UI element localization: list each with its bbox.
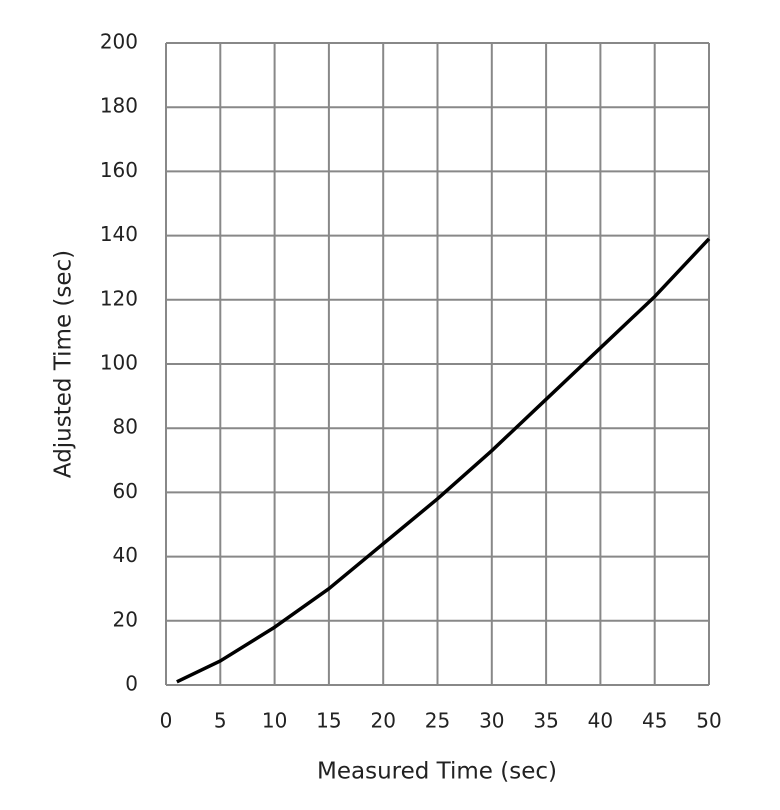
- x-tick-label: 50: [696, 709, 721, 733]
- y-tick-label: 80: [113, 415, 138, 439]
- y-tick-label: 40: [113, 543, 138, 567]
- y-tick-label: 140: [100, 222, 138, 246]
- x-tick-label: 15: [316, 709, 341, 733]
- x-tick-label: 30: [479, 709, 504, 733]
- x-tick-label: 20: [370, 709, 395, 733]
- y-tick-label: 200: [100, 30, 138, 54]
- data-line: [176, 237, 711, 684]
- y-tick-label: 60: [113, 479, 138, 503]
- y-tick-label: 160: [100, 158, 138, 182]
- x-tick-label: 35: [533, 709, 558, 733]
- x-tick-label: 45: [642, 709, 667, 733]
- y-tick-label: 0: [125, 672, 138, 696]
- x-tick-label: 25: [425, 709, 450, 733]
- x-tick-label: 40: [588, 709, 613, 733]
- x-axis-title: Measured Time (sec): [317, 759, 557, 785]
- x-tick-label: 0: [160, 709, 173, 733]
- y-tick-label: 20: [113, 607, 138, 631]
- y-tick-label: 100: [100, 351, 138, 375]
- x-tick-label: 10: [262, 709, 287, 733]
- y-tick-label: 120: [100, 286, 138, 310]
- x-tick-label: 5: [214, 709, 227, 733]
- y-axis-title: Adjusted Time (sec): [51, 250, 77, 478]
- y-tick-label: 180: [100, 94, 138, 118]
